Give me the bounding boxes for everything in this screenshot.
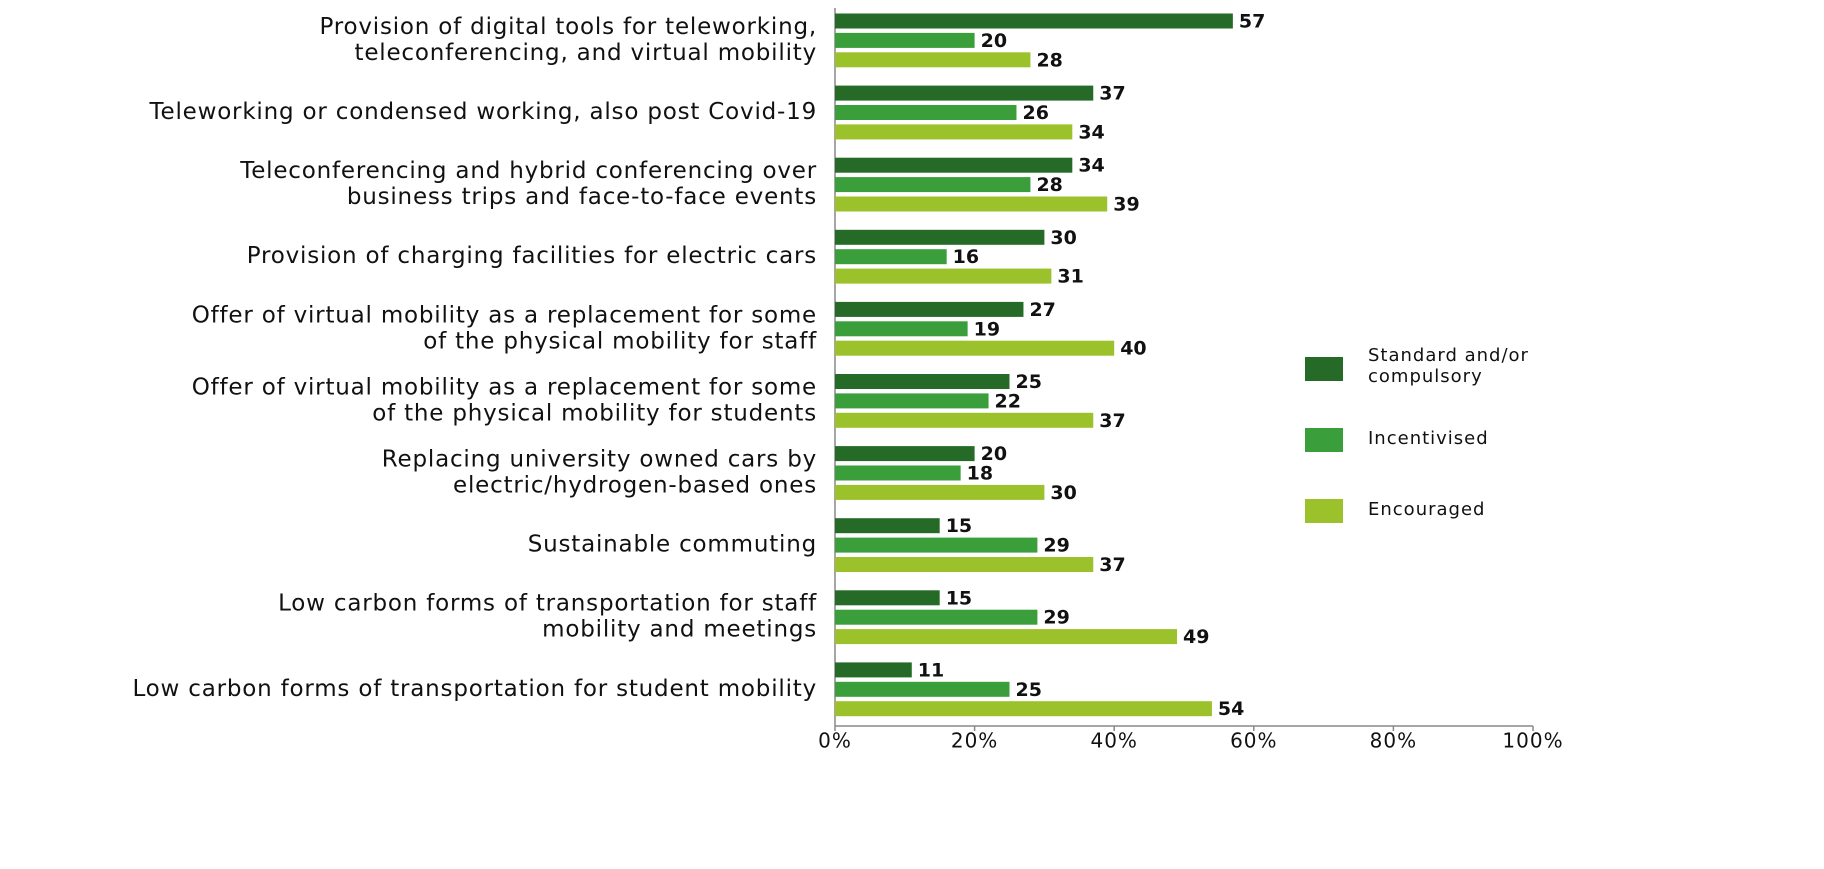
value-label: 37 <box>1099 554 1125 576</box>
category-label: Low carbon forms of transportation for s… <box>278 591 817 617</box>
bar <box>835 465 961 481</box>
value-label: 16 <box>953 246 979 268</box>
legend-label: Encouraged <box>1368 499 1486 520</box>
value-label: 20 <box>981 443 1007 465</box>
category-label: Teleworking or condensed working, also p… <box>149 99 817 125</box>
bar <box>835 321 968 337</box>
x-tick-label: 80% <box>1370 729 1417 753</box>
x-tick-label: 100% <box>1502 729 1563 753</box>
value-label: 19 <box>974 318 1000 340</box>
legend-item: Standard and/or compulsory <box>1305 345 1824 416</box>
legend: Standard and/or compulsory Incentivised En… <box>1305 345 1824 558</box>
legend-item: Incentivised <box>1305 416 1824 487</box>
category-label: mobility and meetings <box>542 617 817 643</box>
legend-swatch <box>1305 357 1343 381</box>
value-label: 49 <box>1183 626 1209 648</box>
bar <box>835 518 940 534</box>
value-label: 28 <box>1036 49 1062 71</box>
bar <box>835 268 1052 284</box>
bar <box>835 701 1212 717</box>
bar <box>835 412 1094 428</box>
category-label: Replacing university owned cars by <box>382 447 817 473</box>
x-tick-label: 20% <box>951 729 998 753</box>
category-label: Offer of virtual mobility as a replaceme… <box>192 374 817 400</box>
value-label: 34 <box>1078 155 1104 177</box>
value-label: 15 <box>946 515 972 537</box>
x-tick-label: 40% <box>1090 729 1137 753</box>
value-label: 31 <box>1057 266 1083 288</box>
bar <box>835 124 1073 140</box>
value-label: 15 <box>946 587 972 609</box>
value-label: 28 <box>1036 174 1062 196</box>
bar <box>835 196 1108 212</box>
value-label: 37 <box>1099 83 1125 105</box>
value-label: 11 <box>918 659 944 681</box>
value-label: 29 <box>1043 607 1069 629</box>
value-label: 34 <box>1078 121 1104 143</box>
category-label: Provision of charging facilities for ele… <box>247 243 817 269</box>
bar <box>835 157 1073 173</box>
legend-item: Encouraged <box>1305 487 1824 558</box>
value-label: 40 <box>1120 338 1146 360</box>
bar <box>835 52 1031 68</box>
value-label: 54 <box>1218 698 1244 720</box>
category-label: teleconferencing, and virtual mobility <box>355 40 817 66</box>
bar <box>835 301 1024 317</box>
bar <box>835 609 1038 625</box>
value-label: 25 <box>1016 679 1042 701</box>
bar <box>835 85 1094 101</box>
value-label: 37 <box>1099 410 1125 432</box>
category-label: electric/hydrogen-based ones <box>453 473 817 499</box>
category-label: Low carbon forms of transportation for s… <box>132 676 817 702</box>
bar <box>835 177 1031 193</box>
legend-swatch <box>1305 428 1343 452</box>
category-label: Sustainable commuting <box>528 532 817 558</box>
value-label: 29 <box>1043 535 1069 557</box>
category-label: business trips and face-to-face events <box>347 184 817 210</box>
category-label: Teleconferencing and hybrid conferencing… <box>239 158 817 184</box>
value-label: 20 <box>981 30 1007 52</box>
bar <box>835 557 1094 572</box>
bar <box>835 13 1233 29</box>
bar <box>835 681 1010 697</box>
bar <box>835 662 912 678</box>
legend-label: Standard and/or compulsory <box>1368 345 1529 387</box>
legend-swatch <box>1305 499 1343 523</box>
bar <box>835 229 1045 245</box>
value-label: 25 <box>1016 371 1042 393</box>
legend-label: Incentivised <box>1368 428 1489 449</box>
value-label: 27 <box>1029 299 1055 321</box>
category-label: Offer of virtual mobility as a replaceme… <box>192 302 817 328</box>
bar <box>835 32 975 48</box>
value-label: 30 <box>1050 227 1076 249</box>
category-label: of the physical mobility for staff <box>423 328 817 354</box>
bar <box>835 629 1178 645</box>
bar <box>835 249 947 265</box>
bar <box>835 590 940 606</box>
value-label: 22 <box>995 390 1021 412</box>
bar <box>835 340 1115 356</box>
category-label: Provision of digital tools for teleworki… <box>319 14 817 40</box>
value-label: 39 <box>1113 194 1139 216</box>
value-label: 18 <box>967 463 993 485</box>
bar <box>835 105 1017 120</box>
bar <box>835 393 989 409</box>
value-label: 57 <box>1239 11 1265 33</box>
bar <box>835 446 975 462</box>
x-tick-label: 60% <box>1230 729 1277 753</box>
bar <box>835 484 1045 500</box>
value-label: 30 <box>1050 482 1076 504</box>
bar <box>835 537 1038 553</box>
value-label: 26 <box>1022 102 1048 124</box>
x-tick-label: 0% <box>818 729 852 753</box>
category-label: of the physical mobility for students <box>372 400 817 426</box>
bar <box>835 374 1010 389</box>
